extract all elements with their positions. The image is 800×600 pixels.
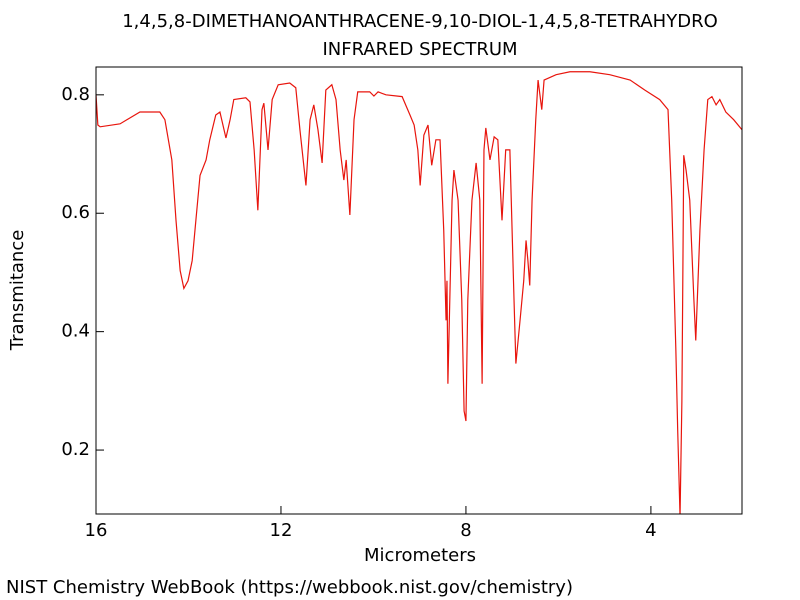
footer: NIST Chemistry WebBook (https://webbook.… xyxy=(6,577,573,598)
spectrum-line xyxy=(96,71,742,514)
x-axis-label: Micrometers xyxy=(364,545,476,566)
y-tick-label: 0.2 xyxy=(61,439,90,460)
plot-frame xyxy=(95,66,743,515)
x-tick-label: 16 xyxy=(85,520,108,541)
y-tick-label: 0.6 xyxy=(61,202,90,223)
x-tick-label: 8 xyxy=(460,520,471,541)
y-tick-label: 0.4 xyxy=(61,321,90,342)
y-tick-label: 0.8 xyxy=(61,84,90,105)
chart-subtitle: INFRARED SPECTRUM xyxy=(322,39,517,60)
chart-title: 1,4,5,8-DIMETHANOANTHRACENE-9,10-DIOL-1,… xyxy=(122,11,718,32)
x-tick-label: 12 xyxy=(270,520,293,541)
y-axis-label: Transmitance xyxy=(7,230,28,352)
x-tick-label: 4 xyxy=(645,520,656,541)
